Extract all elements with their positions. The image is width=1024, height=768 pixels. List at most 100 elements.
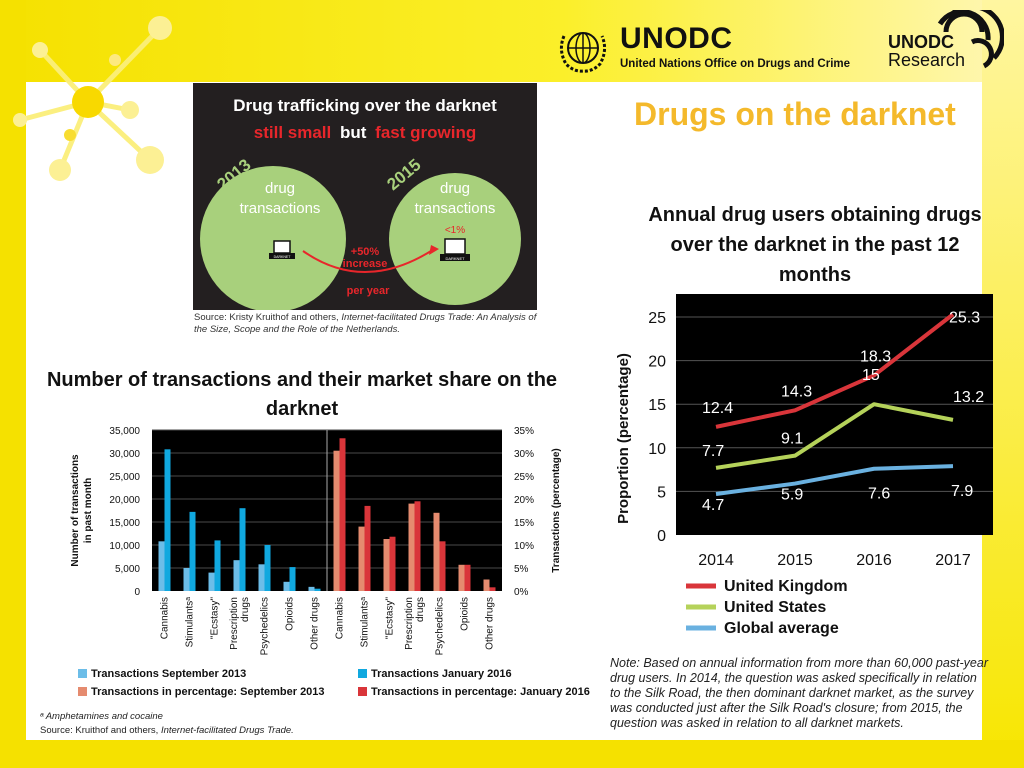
- bar-pct2013: [383, 539, 390, 591]
- bar-category-label: Opioids: [285, 597, 296, 631]
- line-data-label: 14.3: [781, 383, 812, 400]
- bottom-frame: [0, 740, 1024, 768]
- line-data-label: 5.9: [781, 487, 803, 504]
- bar-pct2016: [389, 536, 396, 591]
- infographic-canvas: Drug trafficking over the darknet still …: [200, 96, 521, 310]
- bar-y-tick-label: 15,000: [109, 518, 140, 529]
- bar-category-label: drugs: [415, 597, 426, 622]
- bar-jan2016: [289, 567, 296, 591]
- legend-label: Transactions September 2013: [91, 668, 247, 680]
- line-data-label: 7.9: [951, 483, 973, 500]
- bar-sep2013: [208, 572, 215, 591]
- bar-category-label: Prescription: [404, 597, 415, 650]
- line-data-label: 25.3: [949, 309, 980, 326]
- growth-per-year: per year: [347, 285, 391, 297]
- bar-y-tick-label: 35,000: [109, 426, 140, 437]
- unodc-logo: UNODC United Nations Office on Drugs and…: [556, 22, 850, 76]
- infographic-title-line1: Drug trafficking over the darknet: [233, 96, 497, 115]
- legend-pct2016: Transactions in percentage: January 2016: [358, 686, 590, 698]
- bar-y2-axis-label: Transactions (percentage): [551, 448, 562, 572]
- bar-sep2013: [233, 560, 240, 591]
- org-name: UNODC: [620, 22, 733, 55]
- bar-sep2013: [283, 581, 290, 591]
- line-data-label: 18.3: [860, 348, 891, 365]
- bar-category-label: "Ecstasy": [385, 597, 396, 640]
- line-legend-label: Global average: [724, 620, 839, 637]
- line-y-tick-label: 15: [648, 397, 666, 414]
- laptop-left-label: DARKNET: [274, 255, 292, 259]
- bar-y-tick-label: 25,000: [109, 472, 140, 483]
- line-x-tick-label: 2017: [935, 552, 971, 569]
- bar-category-label: drugs: [240, 597, 251, 622]
- line-x-tick-label: 2016: [856, 552, 892, 569]
- org-full-name: United Nations Office on Drugs and Crime: [620, 58, 851, 70]
- bar-jan2016: [264, 545, 271, 591]
- line-y-axis-label: Proportion (percentage): [615, 353, 632, 524]
- molecule-decoration-icon: [13, 16, 172, 181]
- bar-category-label: "Ecstasy": [210, 597, 221, 640]
- bar-y-tick-label: 20,000: [109, 495, 140, 506]
- bar-sep2013: [183, 568, 190, 591]
- bar-sep2013: [308, 586, 315, 591]
- legend-swatch: [358, 669, 367, 678]
- line-chart-note: Note: Based on annual information from m…: [610, 656, 988, 730]
- bar-y2-tick-label: 10%: [514, 541, 534, 552]
- growth-arrow-icon: [302, 250, 432, 273]
- bar-source-title: Internet-facilitated Drugs Trade.: [160, 725, 294, 736]
- left-circle-text1: drug: [265, 180, 295, 197]
- line-series-1: [715, 312, 955, 429]
- bar-y2-tick-label: 20%: [514, 495, 534, 506]
- line-y-tick-label: 5: [657, 484, 666, 501]
- bar-pct2016: [464, 564, 471, 591]
- bar-pct2016: [414, 501, 421, 591]
- legend-sep2013: Transactions September 2013: [78, 668, 246, 680]
- legend-jan2016: Transactions January 2016: [358, 668, 512, 680]
- laptop-right-icon: DARKNET: [440, 238, 470, 261]
- legend-swatch: [78, 669, 87, 678]
- bar-y-tick-label: 10,000: [109, 541, 140, 552]
- bar-pct2016: [364, 505, 371, 591]
- bar-pct2013: [458, 564, 465, 591]
- un-emblem-icon: [559, 32, 607, 73]
- bar-pct2013: [358, 526, 365, 591]
- bar-chart-footnote: ᵃ Amphetamines and cocaine: [40, 711, 163, 722]
- bar-chart-title: Number of transactions and their market …: [46, 369, 558, 420]
- infographic-title-line2: still small but fast growing: [254, 123, 476, 142]
- legend-label: Transactions in percentage: January 2016: [371, 686, 590, 698]
- line-data-label: 7.6: [868, 486, 890, 503]
- bar-pct2016: [489, 587, 496, 591]
- bar-category-label: Psychedelics: [260, 597, 271, 655]
- line-series-3: [715, 464, 954, 496]
- legend-label: Transactions in percentage: September 20…: [91, 686, 325, 698]
- line-legend-label: United States: [724, 599, 826, 616]
- bar-category-label: Stimulantsᵃ: [185, 597, 196, 648]
- bar-pct2013: [408, 503, 415, 591]
- infographic-source-prefix: Source: Kristy Kruithof and others,: [194, 312, 342, 323]
- bar-pct2016: [439, 541, 446, 591]
- bar-category-label: Other drugs: [310, 597, 321, 650]
- infographic-title-but: but: [340, 123, 367, 142]
- line-plot-background: [676, 294, 993, 535]
- line-chart-title: Annual drug users obtaining drugs over t…: [648, 204, 982, 286]
- bar-y2-tick-label: 15%: [514, 518, 534, 529]
- bar-jan2016: [314, 588, 321, 591]
- bar-jan2016: [214, 540, 221, 591]
- bar-category-label: Cannabis: [160, 597, 171, 639]
- line-data-label: 13.2: [953, 389, 984, 406]
- growth-increase: increase: [343, 258, 388, 270]
- line-data-label: 12.4: [702, 400, 733, 417]
- line-y-tick-label: 25: [648, 310, 666, 327]
- research-waves-icon: [937, 10, 1004, 69]
- bar-y-tick-label: 30,000: [109, 449, 140, 460]
- line-y-tick-label: 0: [657, 528, 666, 545]
- page-title: Drugs on the darknet: [634, 96, 956, 132]
- line-data-label: 4.7: [702, 497, 724, 514]
- bar-y2-tick-label: 5%: [514, 564, 529, 575]
- legend-swatch: [78, 687, 87, 696]
- bar-y-tick-label: 0: [134, 587, 140, 598]
- bar-sep2013: [158, 541, 165, 591]
- laptop-left-icon: DARKNET: [269, 240, 295, 259]
- bar-category-label: Stimulantsᵃ: [360, 597, 371, 648]
- laptop-right-label: DARKNET: [445, 256, 465, 261]
- header-band: [0, 0, 1024, 82]
